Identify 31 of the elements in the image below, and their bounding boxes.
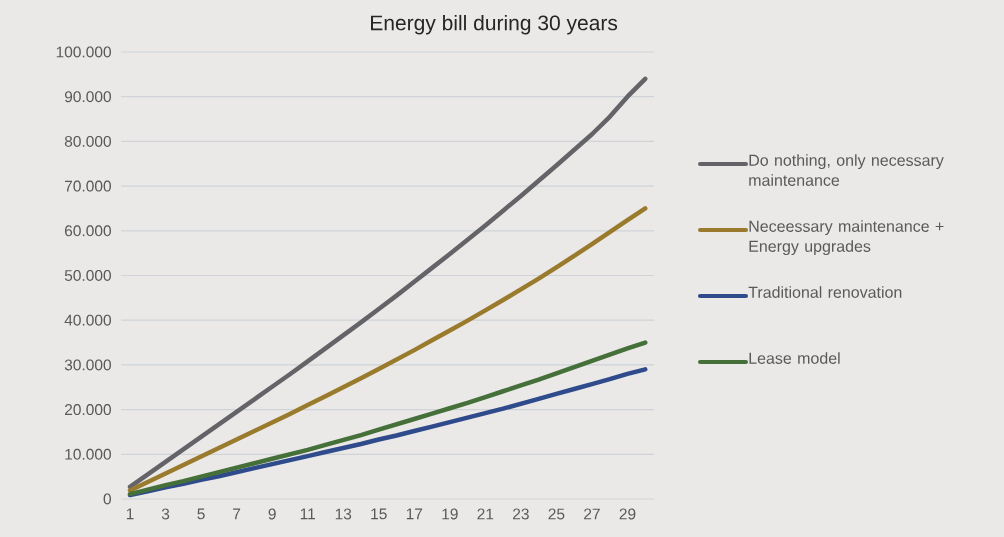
legend-label: Lease model <box>749 352 840 364</box>
x-tick-label: 7 <box>233 508 241 520</box>
chart-title: Energy bill during 30 years <box>371 14 618 35</box>
y-tick-label: 40.000 <box>64 314 111 326</box>
x-tick-label: 9 <box>268 508 276 520</box>
legend-label: Neceessary maintenance + Energy upgrades <box>749 220 944 256</box>
x-tick-label: 3 <box>161 508 170 520</box>
y-tick-label: 10.000 <box>65 448 111 460</box>
legend-label: Traditional renovation <box>748 286 902 298</box>
y-tick-label: 60.000 <box>64 225 111 237</box>
x-tick-label: 15 <box>371 508 387 520</box>
x-tick-label: 23 <box>513 508 529 520</box>
y-tick-label: 100.000 <box>56 46 111 58</box>
y-tick-label: 20.000 <box>64 404 111 416</box>
x-tick-label: 11 <box>300 508 315 520</box>
legend-label: Do nothing, only necessary maintenance <box>749 154 944 186</box>
x-tick-label: 19 <box>442 508 458 520</box>
y-tick-label: 90.000 <box>64 91 111 103</box>
x-tick-label: 25 <box>548 508 565 520</box>
y-tick-label: 80.000 <box>64 135 111 147</box>
y-tick-label: 50.000 <box>64 269 111 281</box>
x-tick-label: 29 <box>619 508 636 520</box>
x-tick-label: 27 <box>584 508 600 520</box>
y-tick-label: 0 <box>103 493 111 505</box>
x-tick-label: 17 <box>406 508 423 520</box>
x-tick-label: 13 <box>335 508 352 520</box>
y-tick-label: 70.000 <box>64 180 111 192</box>
y-tick-label: 30.000 <box>64 359 111 371</box>
x-tick-label: 5 <box>197 508 205 520</box>
x-tick-label: 1 <box>126 508 134 520</box>
x-tick-label: 21 <box>477 508 494 520</box>
